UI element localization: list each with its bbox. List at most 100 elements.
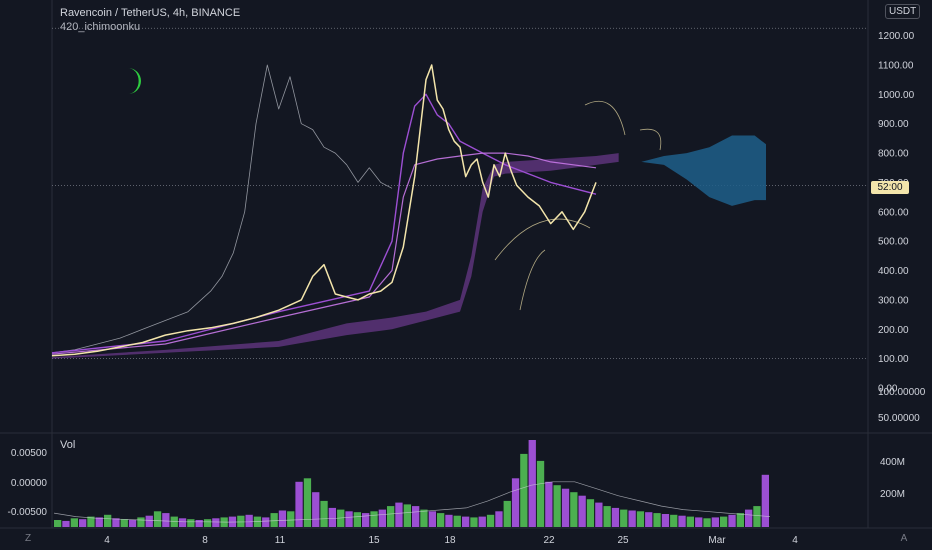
volume-bar (312, 492, 320, 527)
volume-bar (503, 500, 511, 527)
volume-bar (636, 511, 645, 527)
volume-bar (695, 517, 703, 527)
price-tick-label: 1000.00 (878, 90, 915, 101)
drawing-arc (639, 128, 662, 151)
price-tick-label: 800.00 (878, 149, 909, 160)
volume-bar (303, 478, 312, 527)
volume-bar (453, 515, 461, 527)
price-tick-label: 1100.00 (878, 60, 914, 71)
series-kijun (51, 93, 597, 354)
oscillator-tick-label: 50.00000 (878, 413, 920, 424)
drawing-arc (519, 249, 546, 311)
crescent-moon-icon (128, 68, 141, 94)
time-tick-label: 4 (792, 535, 798, 546)
time-tick-label: 25 (617, 535, 629, 546)
volume-bar (628, 510, 636, 527)
symbol-title: Ravencoin / TetherUS, 4h, BINANCE (60, 7, 241, 19)
volume-bar (661, 514, 670, 527)
volume-bar (137, 517, 145, 527)
volume-bar (611, 507, 620, 527)
volume-bar (70, 518, 78, 527)
volume-bar (620, 509, 628, 527)
volume-bar (428, 511, 436, 527)
volume-bar (686, 516, 694, 527)
left-tick-label: 0.00000 (11, 478, 48, 489)
volume-bar (645, 512, 653, 527)
volume-bar (62, 520, 70, 527)
volume-bar (395, 502, 403, 527)
volume-bar (237, 515, 245, 527)
price-tick-label: 600.00 (878, 207, 909, 218)
volume-bar (79, 519, 87, 527)
ichimoku-cloud (52, 153, 619, 359)
volume-bar (603, 506, 611, 527)
auto-scale-button[interactable]: A (900, 533, 908, 544)
currency-unit-badge[interactable]: USDT (885, 4, 921, 19)
volume-bar (104, 514, 112, 527)
volume-bar (262, 517, 270, 527)
future-cloud (641, 135, 766, 206)
volume-bar (561, 488, 570, 527)
left-tick-label: -0.00500 (8, 507, 48, 518)
volume-bar (586, 499, 595, 527)
volume-bar (553, 485, 561, 527)
oscillator-tick-label: 100.00000 (878, 387, 926, 398)
left-tick-label: 0.00500 (11, 448, 48, 459)
volume-bar (711, 517, 719, 527)
price-tick-label: 400.00 (878, 266, 909, 277)
volume-bar (745, 509, 753, 527)
price-tick-label: 300.00 (878, 295, 909, 306)
volume-bar (511, 478, 520, 527)
volume-bar (470, 517, 478, 527)
volume-bar (278, 510, 287, 527)
time-tick-label: 8 (202, 535, 208, 546)
volume-bar (703, 518, 711, 527)
series-tenkan (51, 152, 597, 355)
volume-bar (736, 513, 744, 527)
volume-bar (420, 509, 428, 527)
volume-bar (270, 513, 278, 527)
volume-tick-label: 400M (880, 457, 905, 468)
volume-bar (287, 511, 295, 527)
volume-bar (387, 506, 395, 527)
volume-bar (362, 513, 370, 527)
drawing-arc (494, 218, 591, 261)
price-tick-label: 500.00 (878, 237, 909, 248)
volume-bar (195, 520, 203, 527)
volume-bar (112, 518, 120, 527)
volume-bar (54, 520, 62, 527)
time-tick-label: 22 (543, 535, 555, 546)
volume-bar (295, 481, 303, 527)
volume-bar (170, 516, 178, 527)
volume-bar (145, 515, 153, 527)
zoom-button[interactable]: Z (24, 533, 32, 544)
volume-bar (128, 520, 137, 527)
volume-bar (378, 509, 386, 527)
volume-bar (345, 511, 353, 527)
volume-label: Vol (60, 439, 76, 451)
time-tick-label: 4 (104, 535, 110, 546)
volume-bar (353, 512, 361, 527)
volume-bar (528, 440, 536, 527)
current-price-tag: 52:00 (871, 181, 909, 194)
indicator-name: 420_ichimoonku (60, 21, 141, 33)
volume-bar (178, 518, 187, 527)
price-tick-label: 900.00 (878, 119, 909, 130)
volume-bar (403, 504, 411, 527)
volume-bar (320, 500, 328, 527)
volume-bar (486, 514, 495, 527)
volume-bar (162, 513, 170, 527)
volume-bar (520, 453, 528, 527)
volume-bar (536, 460, 545, 527)
volume-tick-label: 200M (880, 489, 905, 500)
volume-bar (120, 519, 128, 527)
volume-bar (495, 511, 503, 527)
volume-bar (328, 507, 336, 527)
volume-ma-line (53, 481, 771, 523)
volume-bar (578, 495, 586, 527)
volume-bar (87, 516, 95, 527)
volume-bar (728, 514, 736, 527)
volume-bar (761, 474, 769, 527)
time-tick-label: Mar (708, 535, 726, 546)
